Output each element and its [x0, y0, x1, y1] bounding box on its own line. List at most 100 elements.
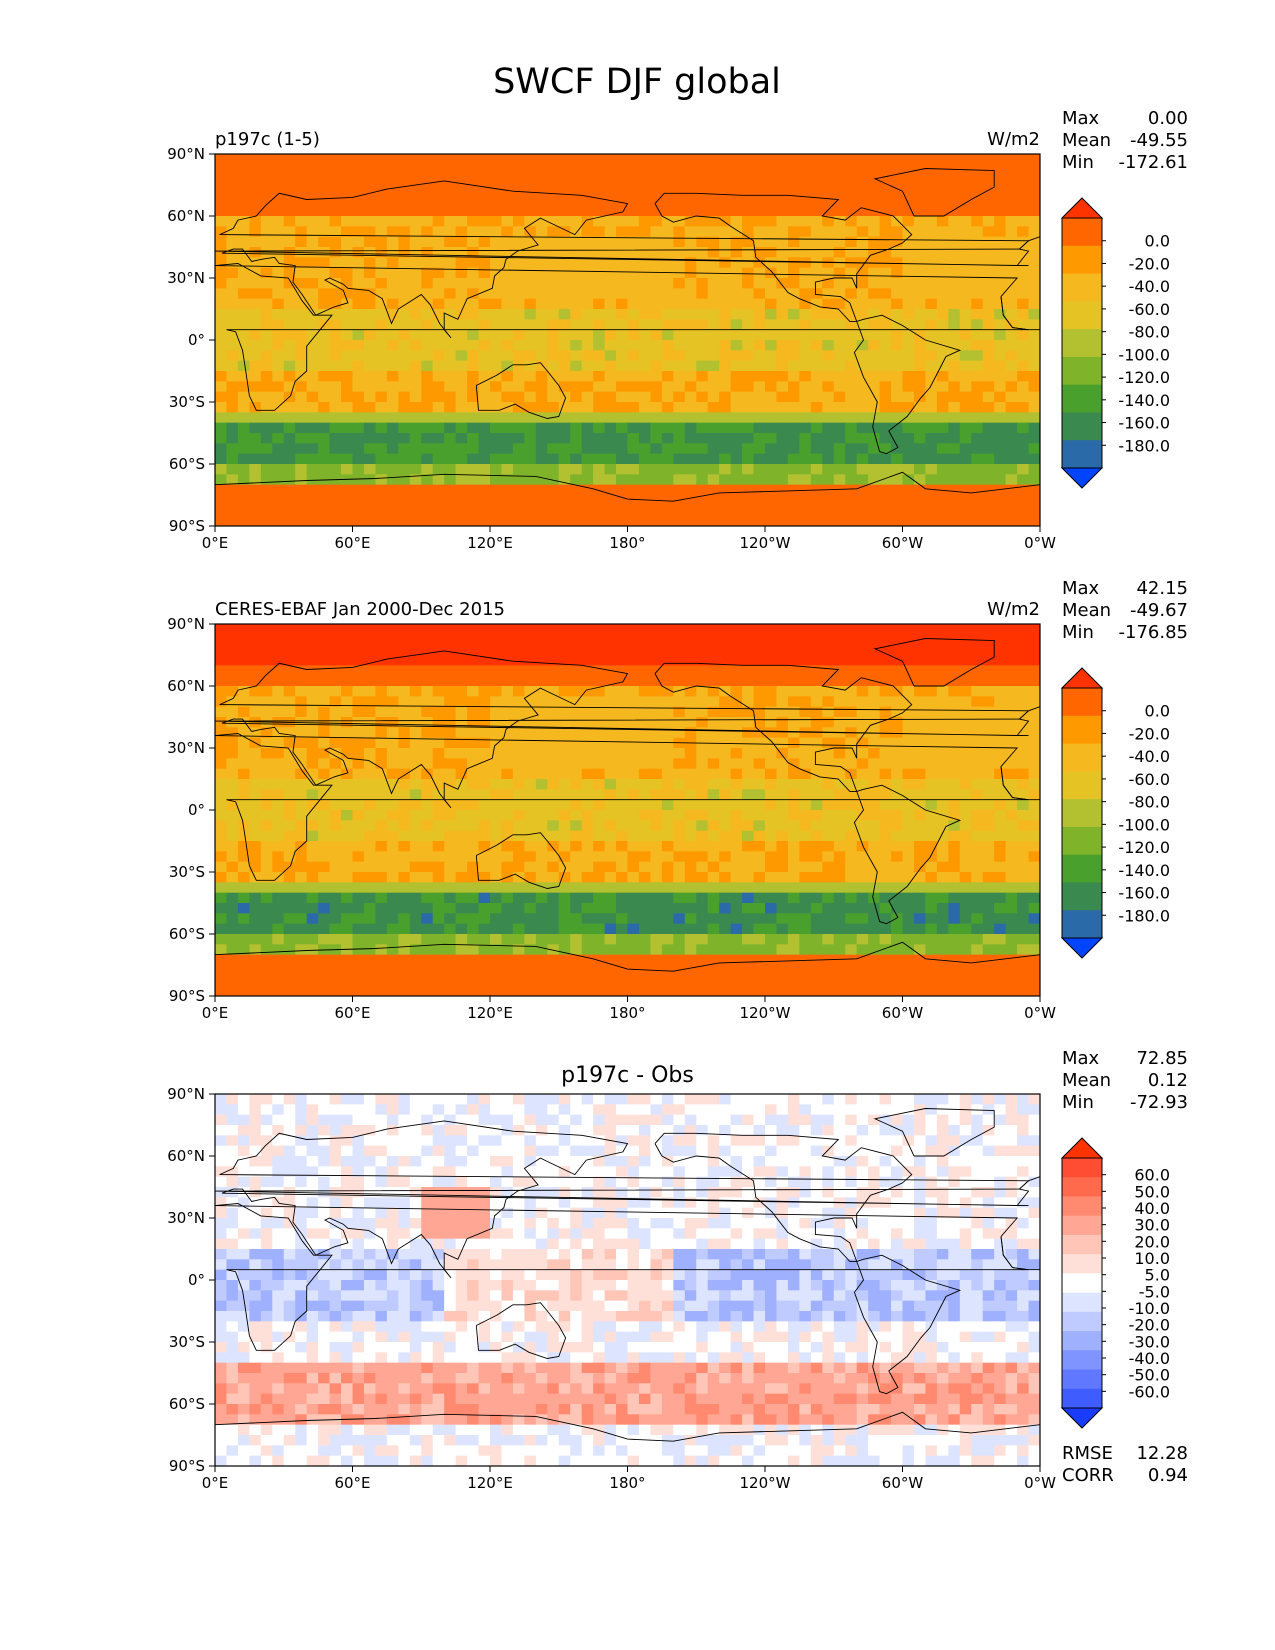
coastline: [873, 168, 995, 217]
colorbar-swatch: [1062, 218, 1102, 247]
coastline: [215, 263, 1029, 411]
lon-tick-label: 180°: [609, 1474, 645, 1492]
colorbar-tick-label: -140.0: [1118, 391, 1170, 410]
coastline: [475, 1302, 567, 1359]
colorbar-swatch: [1062, 1234, 1102, 1255]
colorbar-tick-label: -40.0: [1129, 1349, 1170, 1368]
colorbar-tick-label: 5.0: [1145, 1266, 1170, 1285]
lon-tick-label: 0°E: [202, 1474, 229, 1492]
colorbar-tick-label: -20.0: [1129, 1316, 1170, 1335]
lon-tick-label: 60°E: [334, 1004, 370, 1022]
colorbar-swatch: [1062, 771, 1102, 800]
map-panel-3: 90°N 60°N 30°N 0° 30°S 60°S 90°S0°E 60°E 120°E 18…: [167, 1048, 1188, 1492]
colorbar-swatch: [1062, 1254, 1102, 1274]
coastline: [475, 362, 567, 419]
lat-tick-label: 90°N: [167, 145, 205, 163]
colorbar-swatch: [1062, 910, 1102, 939]
lat-tick-label: 60°S: [169, 1395, 205, 1413]
colorbar-swatch: [1062, 384, 1102, 413]
stat-label: Min: [1062, 622, 1094, 643]
colorbar-swatch: [1062, 1292, 1102, 1313]
colorbar: 0.0 -20.0 -40.0 -60.0 -80.0 -100.0 -120.0 -140.…: [1060, 667, 1170, 959]
lon-tick-label: 0°W: [1024, 1474, 1056, 1492]
colorbar-tick-label: -100.0: [1118, 815, 1170, 834]
lon-tick-label: 0°E: [202, 534, 229, 552]
stat-value: -49.67: [1130, 600, 1188, 621]
colorbar-swatch: [1062, 1273, 1102, 1294]
colorbar-swatch: [1062, 799, 1102, 828]
lat-tick-label: 30°N: [167, 739, 205, 757]
stat-label: Min: [1062, 1092, 1094, 1113]
colorbar-tick-label: -5.0: [1139, 1282, 1170, 1301]
stat-value: 42.15: [1136, 578, 1188, 599]
stat-value: 0.00: [1148, 108, 1188, 129]
colorbar-swatch: [1062, 329, 1102, 358]
map-field: [215, 1094, 1040, 1466]
coastline: [1000, 296, 1040, 331]
lat-tick-label: 0°: [188, 801, 205, 819]
colorbar-tick-label: 0.0: [1145, 702, 1170, 721]
colorbar-extend-lower: [1060, 1407, 1104, 1429]
map-field: [215, 154, 1040, 526]
panel-title: p197c - Obs: [561, 1063, 694, 1088]
coastline: [475, 832, 567, 889]
coastline: [215, 650, 1030, 809]
colorbar-tick-label: -40.0: [1129, 277, 1170, 296]
lat-tick-label: 90°S: [169, 987, 205, 1005]
stat-value: 0.12: [1148, 1070, 1188, 1091]
lat-tick-label: 90°S: [169, 1457, 205, 1475]
stat-label: Max: [1062, 1048, 1100, 1069]
lon-tick-label: 120°E: [467, 534, 513, 552]
colorbar-swatch: [1062, 1350, 1102, 1371]
stat-value: -172.61: [1119, 152, 1188, 173]
coastline: [215, 1120, 1030, 1279]
colorbar-tick-label: -80.0: [1129, 793, 1170, 812]
coastline: [1016, 236, 1040, 266]
colorbar-tick-label: -80.0: [1129, 323, 1170, 342]
colorbar-tick-label: -100.0: [1118, 345, 1170, 364]
stat-label: Max: [1062, 108, 1100, 129]
colorbar-extend-upper: [1060, 1137, 1104, 1159]
colorbar-swatch: [1062, 715, 1102, 745]
lat-tick-label: 30°S: [169, 393, 205, 411]
colorbar-tick-label: -60.0: [1129, 770, 1170, 789]
lat-tick-label: 60°S: [169, 455, 205, 473]
colorbar-swatch: [1062, 854, 1102, 883]
colorbar-tick-label: -20.0: [1129, 254, 1170, 273]
lat-tick-label: 60°S: [169, 925, 205, 943]
stat-value: -72.93: [1130, 1092, 1188, 1113]
coastline: [1000, 1236, 1040, 1271]
lon-tick-label: 0°E: [202, 1004, 229, 1022]
coastline: [215, 180, 1030, 339]
colorbar-swatch: [1062, 440, 1102, 469]
colorbar-tick-label: -30.0: [1129, 1332, 1170, 1351]
colorbar-tick-label: 0.0: [1145, 232, 1170, 251]
footer-stat-label: CORR: [1062, 1465, 1114, 1486]
coastline: [654, 1132, 913, 1262]
footer-stat-value: 12.28: [1136, 1443, 1188, 1464]
lon-tick-label: 0°W: [1024, 1004, 1056, 1022]
lat-tick-label: 30°S: [169, 863, 205, 881]
coastline: [853, 784, 962, 925]
stat-value: 72.85: [1136, 1048, 1188, 1069]
lon-tick-label: 120°W: [740, 534, 791, 552]
lat-tick-label: 0°: [188, 1271, 205, 1289]
coastline: [1000, 766, 1040, 801]
lon-tick-label: 60°W: [882, 534, 924, 552]
lat-tick-label: 30°N: [167, 269, 205, 287]
stat-label: Min: [1062, 152, 1094, 173]
coastline: [853, 1254, 962, 1395]
colorbar-tick-label: -60.0: [1129, 1382, 1170, 1401]
coastline: [215, 1203, 1029, 1351]
colorbar-swatch: [1062, 1158, 1102, 1178]
colorbar-swatch: [1062, 826, 1102, 856]
colorbar-swatch: [1062, 1196, 1102, 1217]
coastline: [654, 192, 913, 322]
colorbar-extend-upper: [1060, 667, 1104, 689]
colorbar-swatch: [1062, 1369, 1102, 1390]
colorbar: 0.0 -20.0 -40.0 -60.0 -80.0 -100.0 -120.0 -140.…: [1060, 197, 1170, 489]
lon-tick-label: 120°E: [467, 1004, 513, 1022]
footer-stat-value: 0.94: [1148, 1465, 1188, 1486]
lon-tick-label: 60°W: [882, 1004, 924, 1022]
